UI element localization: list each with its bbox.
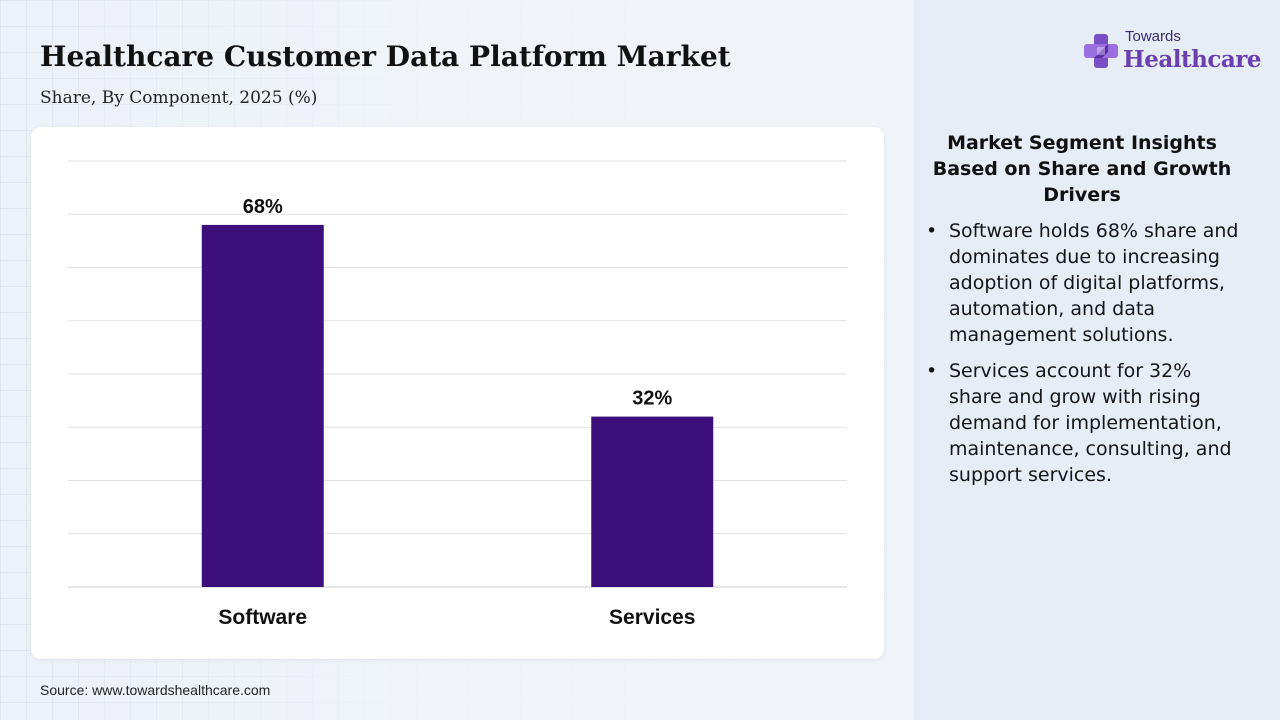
chart-card: 68% Software 32% Services xyxy=(31,127,884,659)
cross-plus-icon xyxy=(1084,34,1118,68)
insights-list: • Software holds 68% share and dominates… xyxy=(922,218,1242,488)
insight-item-services: • Services account for 32% share and gro… xyxy=(922,358,1242,488)
logo-main-text: Healthcare xyxy=(1123,46,1262,73)
data-label-services: 32% xyxy=(632,388,672,410)
page-subtitle: Share, By Component, 2025 (%) xyxy=(40,88,318,108)
data-label-software: 68% xyxy=(243,196,283,218)
insight-text: Software holds 68% share and dominates d… xyxy=(949,220,1239,346)
bullet-icon: • xyxy=(926,360,938,382)
insights-title: Market Segment Insights Based on Share a… xyxy=(932,132,1232,206)
bar-chart: 68% Software 32% Services xyxy=(68,160,847,629)
brand-logo: Towards Healthcare xyxy=(1080,28,1262,78)
insights-panel: Market Segment Insights Based on Share a… xyxy=(922,130,1242,498)
insight-text: Services account for 32% share and grow … xyxy=(949,360,1232,486)
logo-top-text: Towards xyxy=(1125,28,1181,45)
x-tick-label-services: Services xyxy=(609,606,695,629)
x-tick-label-software: Software xyxy=(218,606,307,629)
page-title: Healthcare Customer Data Platform Market xyxy=(40,40,731,73)
bar-services xyxy=(591,416,714,587)
bullet-icon: • xyxy=(926,220,938,242)
bar-software xyxy=(201,224,324,587)
right-panel-background xyxy=(914,0,1280,720)
insight-item-software: • Software holds 68% share and dominates… xyxy=(922,218,1242,348)
source-note: Source: www.towardshealthcare.com xyxy=(40,682,271,698)
